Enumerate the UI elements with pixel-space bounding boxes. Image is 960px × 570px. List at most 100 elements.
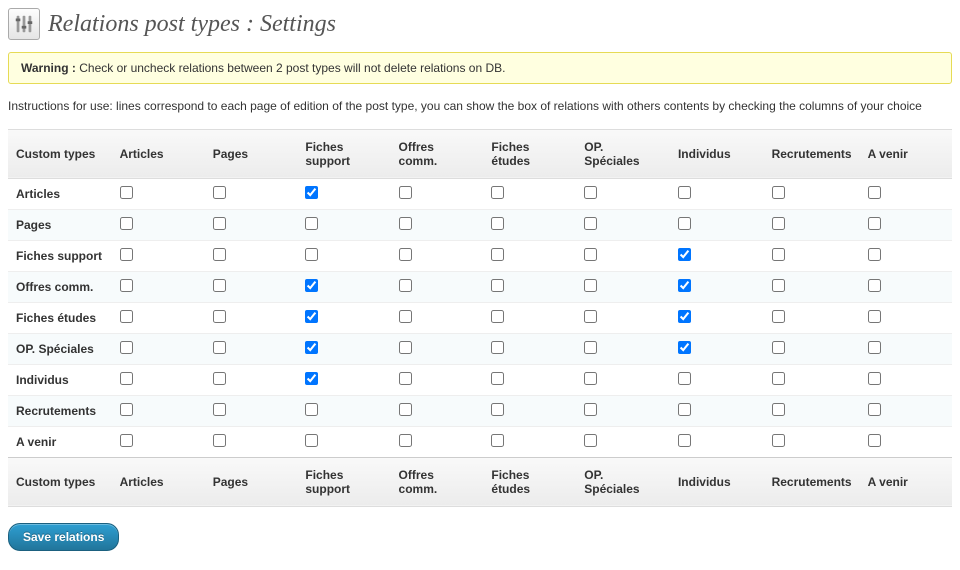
- relation-checkbox[interactable]: [305, 403, 318, 416]
- relation-cell: [764, 178, 860, 209]
- relation-checkbox[interactable]: [213, 341, 226, 354]
- relation-checkbox[interactable]: [399, 372, 412, 385]
- relation-checkbox[interactable]: [120, 403, 133, 416]
- relation-checkbox[interactable]: [399, 434, 412, 447]
- relation-checkbox[interactable]: [213, 186, 226, 199]
- relation-checkbox[interactable]: [213, 217, 226, 230]
- relation-checkbox[interactable]: [305, 186, 318, 199]
- relation-checkbox[interactable]: [868, 279, 881, 292]
- relation-checkbox[interactable]: [772, 434, 785, 447]
- relation-checkbox[interactable]: [213, 372, 226, 385]
- relation-checkbox[interactable]: [868, 248, 881, 261]
- relation-checkbox[interactable]: [868, 217, 881, 230]
- table-row: Offres comm.: [8, 271, 952, 302]
- relation-checkbox[interactable]: [772, 217, 785, 230]
- relation-checkbox[interactable]: [772, 310, 785, 323]
- relation-checkbox[interactable]: [584, 248, 597, 261]
- relation-checkbox[interactable]: [399, 279, 412, 292]
- relation-checkbox[interactable]: [678, 310, 691, 323]
- page-header: Relations post types : Settings: [8, 8, 952, 40]
- relation-cell: [576, 333, 670, 364]
- relation-checkbox[interactable]: [120, 372, 133, 385]
- relation-cell: [670, 395, 764, 426]
- relation-checkbox[interactable]: [584, 186, 597, 199]
- relation-checkbox[interactable]: [772, 279, 785, 292]
- relation-checkbox[interactable]: [678, 248, 691, 261]
- relation-checkbox[interactable]: [305, 310, 318, 323]
- table-row: Articles: [8, 178, 952, 209]
- relation-checkbox[interactable]: [491, 279, 504, 292]
- relation-checkbox[interactable]: [772, 403, 785, 416]
- relation-checkbox[interactable]: [213, 279, 226, 292]
- relation-checkbox[interactable]: [678, 372, 691, 385]
- relation-checkbox[interactable]: [491, 310, 504, 323]
- relation-cell: [483, 333, 576, 364]
- relation-checkbox[interactable]: [678, 186, 691, 199]
- relation-checkbox[interactable]: [305, 217, 318, 230]
- relation-checkbox[interactable]: [305, 279, 318, 292]
- relation-checkbox[interactable]: [772, 248, 785, 261]
- column-header: Fiches support: [297, 457, 390, 506]
- relation-cell: [860, 426, 952, 457]
- relation-cell: [860, 178, 952, 209]
- relation-checkbox[interactable]: [868, 186, 881, 199]
- relation-checkbox[interactable]: [120, 279, 133, 292]
- relation-cell: [391, 240, 484, 271]
- column-header: Offres comm.: [391, 129, 484, 178]
- relation-checkbox[interactable]: [491, 217, 504, 230]
- save-relations-button[interactable]: Save relations: [8, 523, 119, 551]
- relation-checkbox[interactable]: [678, 434, 691, 447]
- relation-cell: [297, 209, 390, 240]
- relation-cell: [391, 364, 484, 395]
- table-foot: Custom typesArticlesPagesFiches supportO…: [8, 457, 952, 506]
- relation-checkbox[interactable]: [772, 341, 785, 354]
- relation-checkbox[interactable]: [868, 310, 881, 323]
- relation-checkbox[interactable]: [120, 217, 133, 230]
- relation-checkbox[interactable]: [584, 434, 597, 447]
- relation-checkbox[interactable]: [678, 403, 691, 416]
- relation-checkbox[interactable]: [305, 248, 318, 261]
- relation-checkbox[interactable]: [584, 217, 597, 230]
- relation-checkbox[interactable]: [120, 434, 133, 447]
- relation-checkbox[interactable]: [213, 310, 226, 323]
- relation-checkbox[interactable]: [213, 434, 226, 447]
- relation-checkbox[interactable]: [678, 341, 691, 354]
- relation-checkbox[interactable]: [868, 403, 881, 416]
- relation-checkbox[interactable]: [491, 341, 504, 354]
- relation-checkbox[interactable]: [120, 186, 133, 199]
- relation-checkbox[interactable]: [584, 279, 597, 292]
- relation-checkbox[interactable]: [305, 434, 318, 447]
- column-header: OP. Spéciales: [576, 457, 670, 506]
- column-header: Articles: [112, 129, 205, 178]
- relation-checkbox[interactable]: [399, 403, 412, 416]
- relation-checkbox[interactable]: [584, 310, 597, 323]
- relation-checkbox[interactable]: [213, 403, 226, 416]
- relation-checkbox[interactable]: [399, 186, 412, 199]
- relation-checkbox[interactable]: [678, 279, 691, 292]
- relation-checkbox[interactable]: [305, 341, 318, 354]
- relation-checkbox[interactable]: [491, 186, 504, 199]
- relation-checkbox[interactable]: [584, 341, 597, 354]
- relation-checkbox[interactable]: [399, 310, 412, 323]
- relation-checkbox[interactable]: [120, 248, 133, 261]
- relation-checkbox[interactable]: [491, 372, 504, 385]
- relation-checkbox[interactable]: [213, 248, 226, 261]
- relation-checkbox[interactable]: [491, 248, 504, 261]
- relation-checkbox[interactable]: [678, 217, 691, 230]
- relation-checkbox[interactable]: [584, 403, 597, 416]
- relation-checkbox[interactable]: [868, 341, 881, 354]
- relation-checkbox[interactable]: [868, 372, 881, 385]
- relation-checkbox[interactable]: [120, 310, 133, 323]
- relation-checkbox[interactable]: [399, 248, 412, 261]
- relation-checkbox[interactable]: [399, 341, 412, 354]
- relation-checkbox[interactable]: [772, 372, 785, 385]
- relation-checkbox[interactable]: [772, 186, 785, 199]
- relation-checkbox[interactable]: [120, 341, 133, 354]
- relation-checkbox[interactable]: [584, 372, 597, 385]
- relation-checkbox[interactable]: [491, 434, 504, 447]
- row-label: Fiches support: [8, 240, 112, 271]
- relation-checkbox[interactable]: [399, 217, 412, 230]
- relation-checkbox[interactable]: [305, 372, 318, 385]
- relation-checkbox[interactable]: [868, 434, 881, 447]
- relation-checkbox[interactable]: [491, 403, 504, 416]
